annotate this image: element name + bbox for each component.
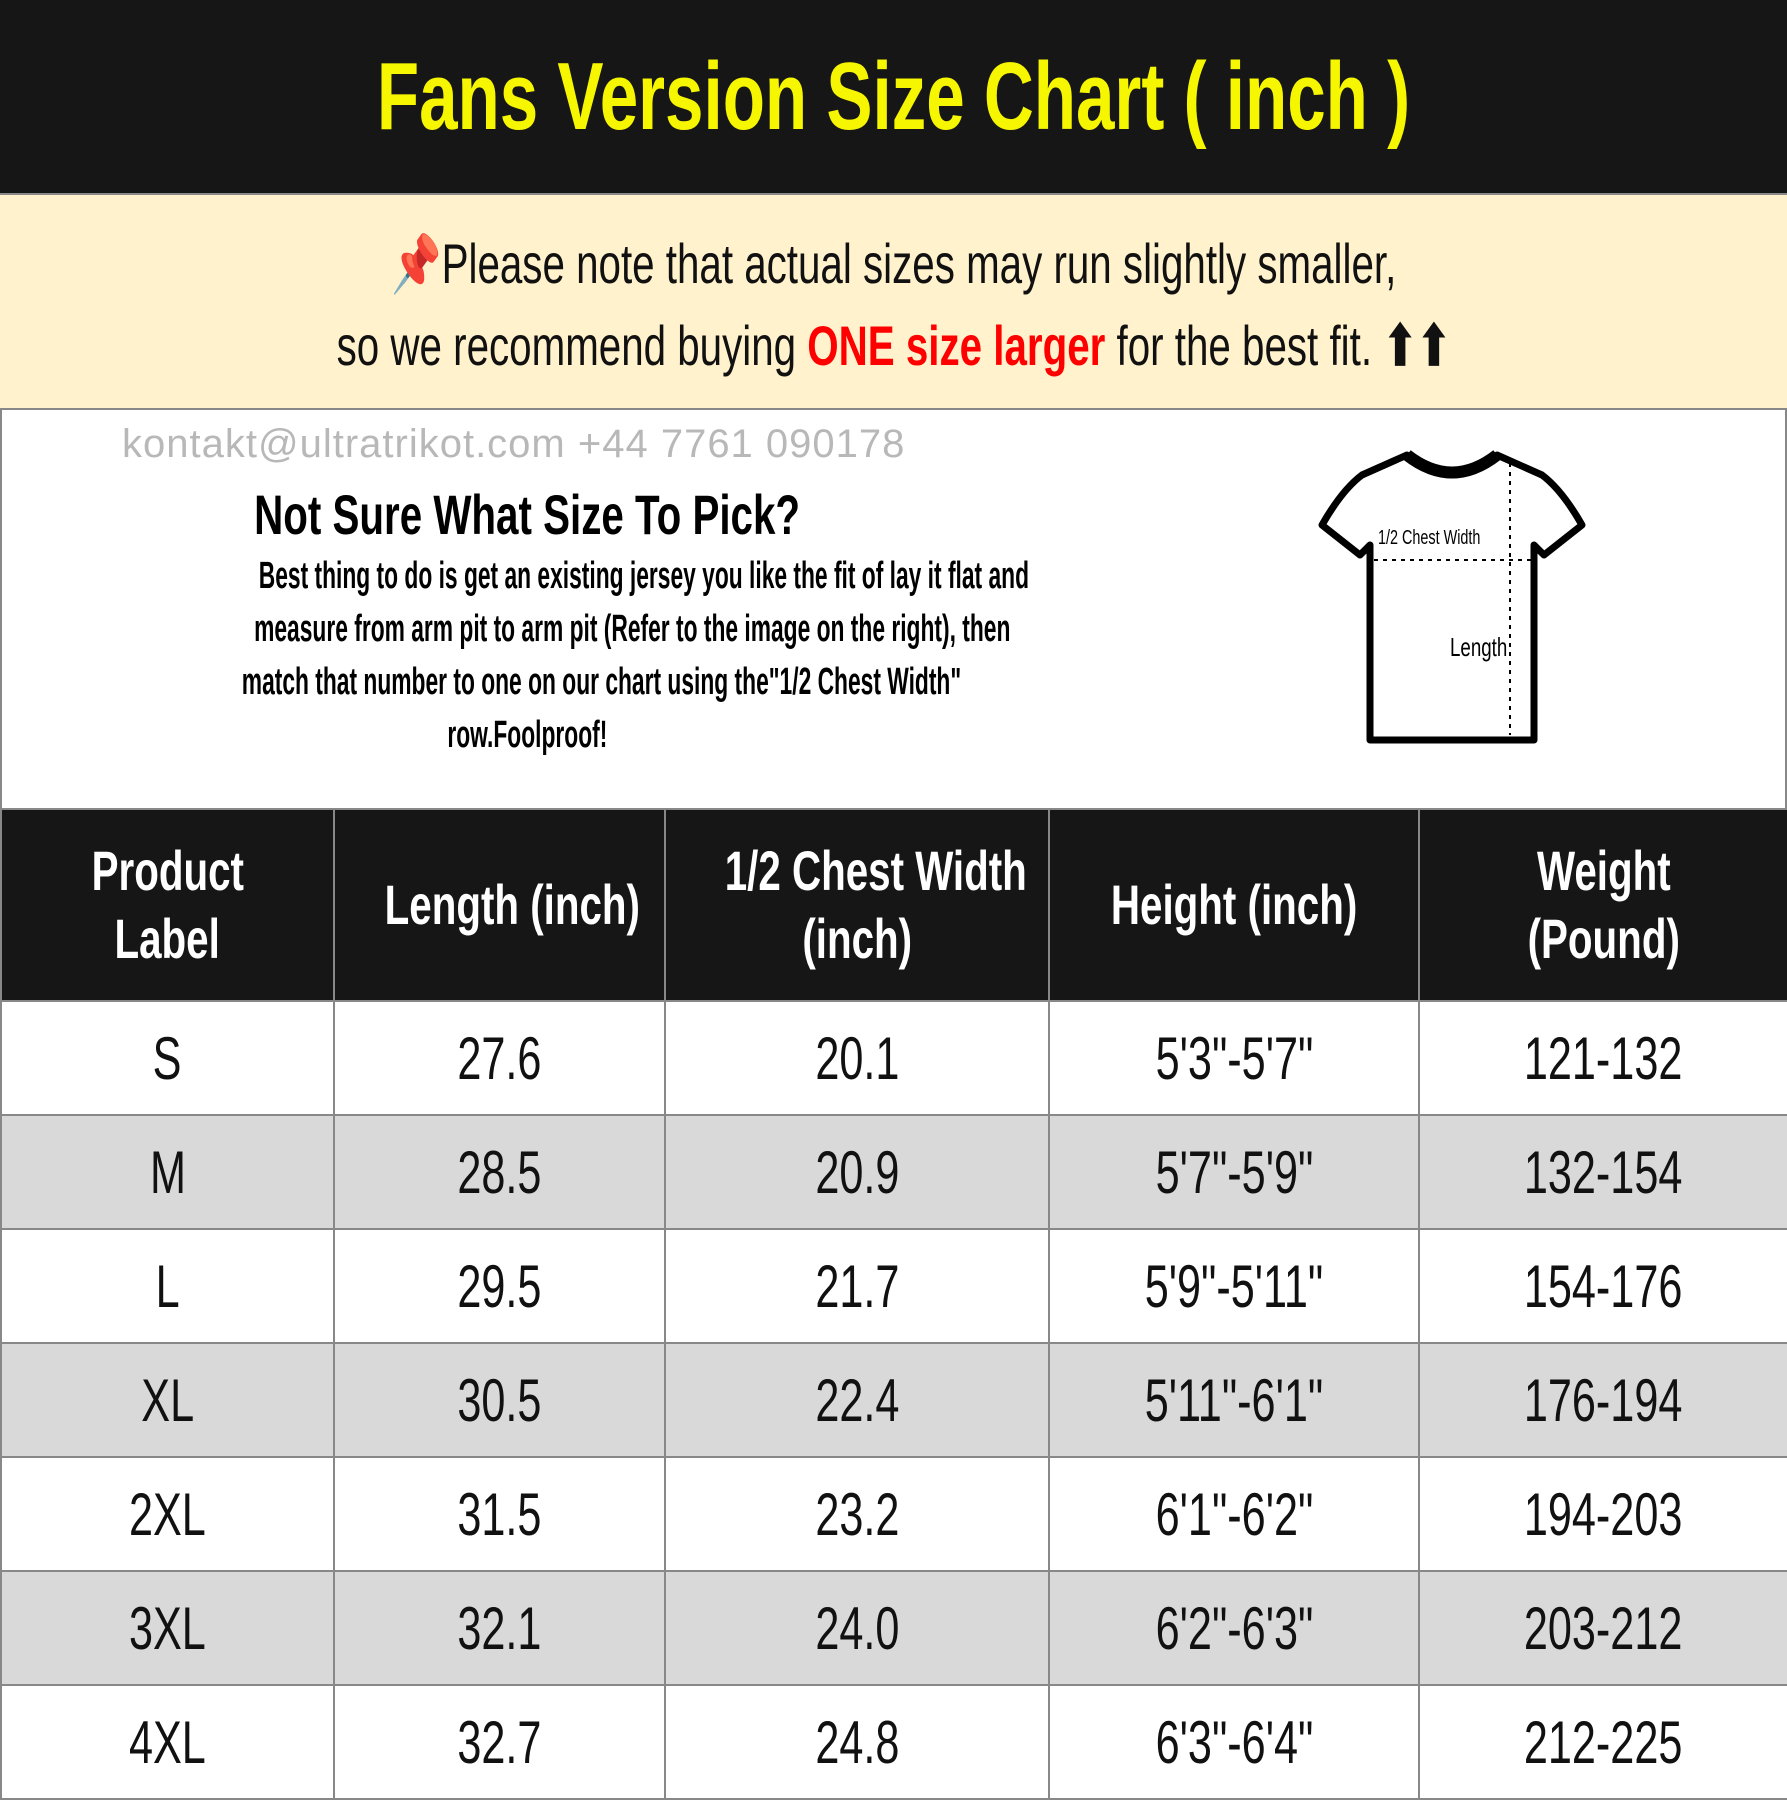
table-cell: 3XL: [0, 1570, 335, 1686]
table-cell: 6'3"-6'4": [1048, 1684, 1420, 1800]
table-row: 4XL 32.7 24.8 6'3"-6'4" 212-225: [0, 1684, 1787, 1800]
col-header-height: Height (inch): [1048, 808, 1420, 1002]
table-cell: 27.6: [333, 1000, 666, 1116]
help-line: measure from arm pit to arm pit (Refer t…: [254, 608, 1011, 650]
sizing-help: kontakt@ultratrikot.com +44 7761 090178 …: [0, 410, 1787, 808]
table-cell: S: [0, 1000, 335, 1116]
table-cell: 6'1"-6'2": [1048, 1456, 1420, 1572]
tshirt-diagram: 1/2 Chest Width Length: [1312, 435, 1592, 745]
help-line: match that number to one on our chart us…: [241, 661, 962, 703]
watermark: kontakt@ultratrikot.com +44 7761 090178: [122, 422, 906, 466]
help-title: Not Sure What Size To Pick?: [254, 483, 800, 546]
table-cell: 21.7: [664, 1228, 1050, 1344]
table-cell: 212-225: [1418, 1684, 1787, 1800]
table-cell: 24.8: [664, 1684, 1050, 1800]
tshirt-outline: [1318, 450, 1586, 744]
table-cell: XL: [0, 1342, 335, 1458]
table-row: L 29.5 21.7 5'9"-5'11" 154-176: [0, 1228, 1787, 1344]
table-cell: 29.5: [333, 1228, 666, 1344]
help-line: row.Foolproof!: [447, 714, 607, 756]
chest-label: 1/2 Chest Width: [1378, 527, 1481, 549]
table-cell: 5'3"-5'7": [1048, 1000, 1420, 1116]
table-cell: 154-176: [1418, 1228, 1787, 1344]
fit-note: 📌Please note that actual sizes may run s…: [0, 193, 1787, 410]
col-header-length: Length (inch): [333, 808, 666, 1002]
table-cell: M: [0, 1114, 335, 1230]
col-header-chest: 1/2 Chest Width (inch): [664, 808, 1050, 1002]
header-row: Product Label Length (inch) 1/2 Chest Wid…: [0, 808, 1787, 1002]
table-cell: 5'9"-5'11": [1048, 1228, 1420, 1344]
note-line-2: so we recommend buying: [336, 314, 808, 377]
table-cell: 32.1: [333, 1570, 666, 1686]
up-arrows-icon: ⬆⬆: [1383, 314, 1451, 377]
table-row: M 28.5 20.9 5'7"-5'9" 132-154: [0, 1114, 1787, 1230]
note-emphasis: ONE size larger: [807, 314, 1106, 377]
table-cell: 28.5: [333, 1114, 666, 1230]
table-cell: 6'2"-6'3": [1048, 1570, 1420, 1686]
table-cell: 30.5: [333, 1342, 666, 1458]
table-cell: 32.7: [333, 1684, 666, 1800]
table-cell: 176-194: [1418, 1342, 1787, 1458]
table-cell: 2XL: [0, 1456, 335, 1572]
table-cell: 132-154: [1418, 1114, 1787, 1230]
pushpin-icon: 📌: [391, 232, 442, 295]
col-header-label: Product Label: [0, 808, 335, 1002]
col-header-weight: Weight (Pound): [1418, 808, 1787, 1002]
size-table: Product Label Length (inch) 1/2 Chest Wid…: [0, 808, 1787, 1800]
table-row: XL 30.5 22.4 5'11"-6'1" 176-194: [0, 1342, 1787, 1458]
help-line: Best thing to do is get an existing jers…: [258, 555, 1030, 597]
table-cell: L: [0, 1228, 335, 1344]
table-cell: 22.4: [664, 1342, 1050, 1458]
table-row: 3XL 32.1 24.0 6'2"-6'3" 203-212: [0, 1570, 1787, 1686]
table-cell: 20.1: [664, 1000, 1050, 1116]
table-cell: 203-212: [1418, 1570, 1787, 1686]
table-row: S 27.6 20.1 5'3"-5'7" 121-132: [0, 1000, 1787, 1116]
page-title: Fans Version Size Chart ( inch ): [376, 42, 1411, 150]
table-cell: 23.2: [664, 1456, 1050, 1572]
title-banner: Fans Version Size Chart ( inch ): [0, 0, 1787, 193]
table-cell: 5'11"-6'1": [1048, 1342, 1420, 1458]
table-cell: 121-132: [1418, 1000, 1787, 1116]
table-cell: 24.0: [664, 1570, 1050, 1686]
table-cell: 5'7"-5'9": [1048, 1114, 1420, 1230]
note-line-2-end: for the best fit.: [1105, 314, 1372, 377]
table-cell: 31.5: [333, 1456, 666, 1572]
table-cell: 194-203: [1418, 1456, 1787, 1572]
table-row: 2XL 31.5 23.2 6'1"-6'2" 194-203: [0, 1456, 1787, 1572]
table-cell: 4XL: [0, 1684, 335, 1800]
table-cell: 20.9: [664, 1114, 1050, 1230]
length-label: Length: [1450, 632, 1508, 662]
note-line-1: Please note that actual sizes may run sl…: [441, 232, 1396, 295]
